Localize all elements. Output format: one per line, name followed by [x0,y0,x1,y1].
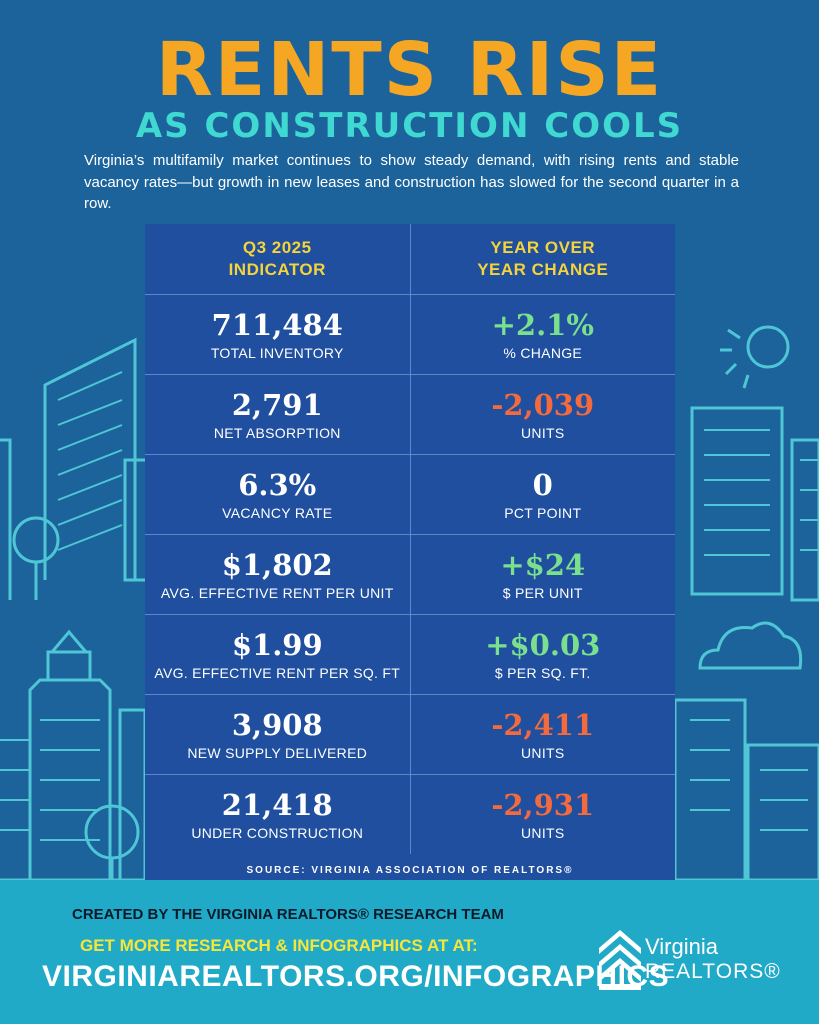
indicator-cell: $1.99 AVG. EFFECTIVE RENT PER SQ. FT [145,615,411,694]
table-row: $1.99 AVG. EFFECTIVE RENT PER SQ. FT +$0… [145,615,675,695]
change-label: UNITS [521,745,565,761]
change-cell: -2,039 UNITS [411,375,676,454]
indicator-cell: $1,802 AVG. EFFECTIVE RENT PER UNIT [145,535,411,614]
change-cell: -2,931 UNITS [411,775,676,854]
indicator-label: AVG. EFFECTIVE RENT PER UNIT [160,585,394,601]
change-label: $ PER UNIT [502,585,583,601]
page-subtitle: AS CONSTRUCTION COOLS [135,106,684,146]
table-row: 21,418 UNDER CONSTRUCTION -2,931 UNITS [145,775,675,854]
change-value: -2,039 [491,388,595,422]
indicator-label: VACANCY RATE [222,505,333,521]
source-note: SOURCE: VIRGINIA ASSOCIATION OF REALTORS… [246,865,574,876]
logo-text-virginia: Virginia [645,934,718,959]
indicator-cell: 2,791 NET ABSORPTION [145,375,411,454]
indicator-table-body: Q3 2025 INDICATOR YEAR OVER YEAR CHANGE … [145,224,675,854]
indicator-value: 3,908 [231,708,323,742]
indicator-label: NEW SUPPLY DELIVERED [187,745,368,761]
table-row: 6.3% VACANCY RATE 0 PCT POINT [145,455,675,535]
indicator-value: 6.3% [238,468,317,502]
indicator-label: TOTAL INVENTORY [210,345,344,361]
indicator-table: Q3 2025 INDICATOR YEAR OVER YEAR CHANGE … [145,224,675,880]
indicator-cell: 21,418 UNDER CONSTRUCTION [145,775,411,854]
change-value: +$0.03 [485,628,601,662]
indicator-value: 711,484 [211,308,343,342]
header-indicator-line2: INDICATOR [228,260,326,279]
change-label: PCT POINT [504,505,582,521]
city-skyline-illustration [0,325,819,880]
footer-band [0,880,819,1024]
change-label: $ PER SQ. FT. [494,665,591,681]
logo-text-realtors: REALTORS® [645,960,781,983]
header-change: YEAR OVER YEAR CHANGE [411,224,676,294]
change-label: UNITS [521,825,565,841]
change-value: +$24 [500,548,586,582]
indicator-value: $1,802 [221,548,333,582]
footer-cta: GET MORE RESEARCH & INFOGRAPHICS AT AT: [80,936,478,955]
house-logo-icon [599,930,641,990]
indicator-label: UNDER CONSTRUCTION [191,825,364,841]
change-cell: 0 PCT POINT [411,455,676,534]
change-value: -2,411 [491,708,595,742]
change-cell: +$24 $ PER UNIT [411,535,676,614]
change-value: 0 [532,468,553,502]
indicator-label: AVG. EFFECTIVE RENT PER SQ. FT [154,665,401,681]
table-row: 3,908 NEW SUPPLY DELIVERED -2,411 UNITS [145,695,675,775]
header-change-line1: YEAR OVER [490,238,596,257]
change-cell: +2.1% % CHANGE [411,295,676,374]
table-row: 711,484 TOTAL INVENTORY +2.1% % CHANGE [145,295,675,375]
virginia-realtors-logo: Virginia REALTORS® [597,920,787,1000]
table-header: Q3 2025 INDICATOR YEAR OVER YEAR CHANGE [145,224,675,295]
table-row: 2,791 NET ABSORPTION -2,039 UNITS [145,375,675,455]
indicator-cell: 3,908 NEW SUPPLY DELIVERED [145,695,411,774]
change-cell: -2,411 UNITS [411,695,676,774]
indicator-label: NET ABSORPTION [213,425,341,441]
change-value: -2,931 [491,788,595,822]
indicator-cell: 6.3% VACANCY RATE [145,455,411,534]
indicator-value: 21,418 [221,788,333,822]
change-cell: +$0.03 $ PER SQ. FT. [411,615,676,694]
header-indicator: Q3 2025 INDICATOR [145,224,411,294]
indicator-value: $1.99 [231,628,323,662]
header-change-line2: YEAR CHANGE [477,260,609,279]
change-value: +2.1% [491,308,594,342]
page-title: RENTS RISE [155,27,664,113]
header-indicator-line1: Q3 2025 [242,238,312,257]
intro-paragraph: Virginia’s multifamily market continues … [84,152,739,212]
footer-url-link[interactable]: VIRGINIAREALTORS.ORG/INFOGRAPHICS [42,960,670,993]
change-label: UNITS [521,425,565,441]
change-label: % CHANGE [503,345,583,361]
indicator-value: 2,791 [231,388,323,422]
footer-credit: CREATED BY THE VIRGINIA REALTORS® RESEAR… [72,906,504,923]
table-row: $1,802 AVG. EFFECTIVE RENT PER UNIT +$24… [145,535,675,615]
indicator-cell: 711,484 TOTAL INVENTORY [145,295,411,374]
